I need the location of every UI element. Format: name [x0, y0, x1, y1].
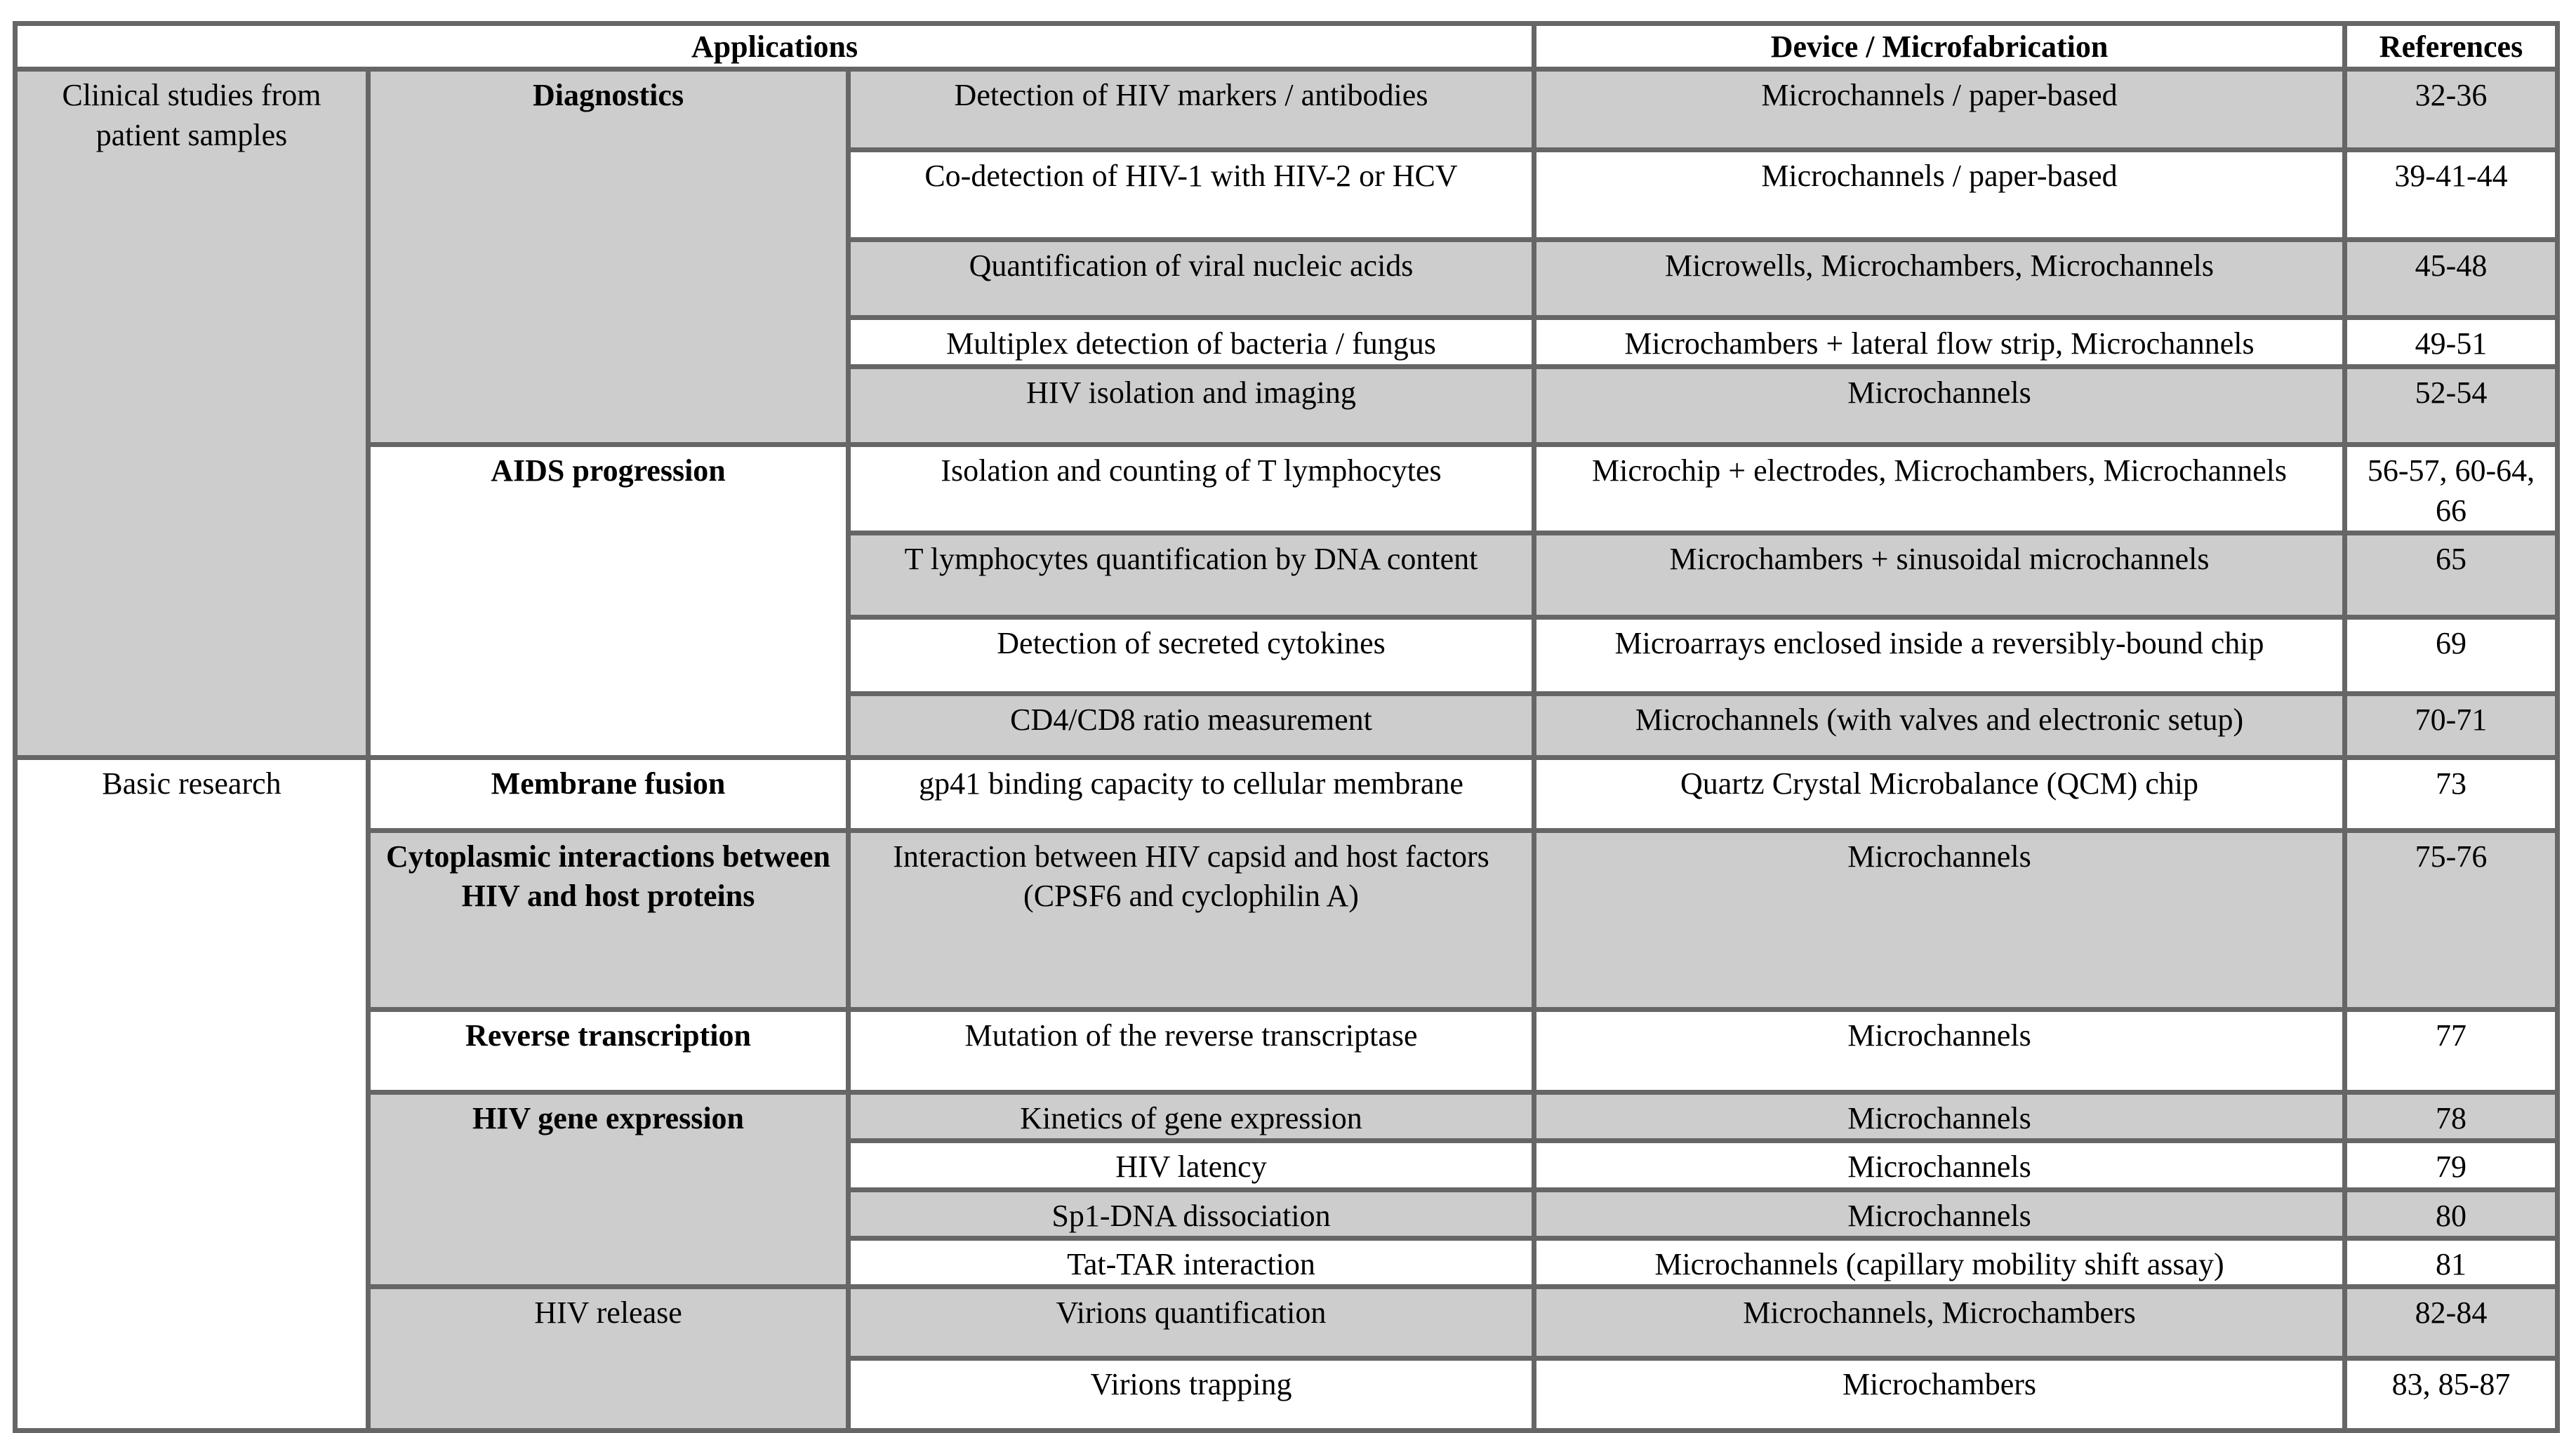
application-cell: gp41 binding capacity to cellular membra… — [846, 754, 1536, 833]
references-cell: 79 — [2342, 1138, 2560, 1192]
application-cell: HIV isolation and imaging — [846, 364, 1536, 448]
device-cell: Microchannels — [1532, 1089, 2347, 1144]
references-cell: 82-84 — [2342, 1284, 2560, 1361]
table-row: HIV latency Microchannels 79 — [15, 1138, 2560, 1192]
device-cell: Microchannels (capillary mobility shift … — [1532, 1235, 2347, 1290]
category-diagnostics: Diagnostics — [366, 67, 851, 448]
header-applications: Applications — [13, 20, 1536, 72]
device-cell: Microchannels — [1532, 1187, 2347, 1241]
device-cell: Microchannels, Microchambers — [1532, 1284, 2347, 1361]
applications-table: Applications Device / Microfabrication R… — [13, 20, 2560, 1433]
table-row: CD4/CD8 ratio measurement Microchannels … — [15, 691, 2560, 760]
table-row: Tat-TAR interaction Microchannels (capil… — [15, 1235, 2560, 1290]
table-row: Quantification of viral nucleic acids Mi… — [15, 237, 2560, 321]
table-row: Virions trapping Microchambers 83, 85-87 — [15, 1356, 2560, 1433]
device-cell: Microchambers — [1532, 1356, 2347, 1433]
references-cell: 83, 85-87 — [2342, 1356, 2560, 1433]
table-row: AIDS progression Isolation and counting … — [15, 442, 2560, 760]
application-cell: Tat-TAR interaction — [846, 1235, 1536, 1290]
group-clinical-studies: Clinical studies from patient samples — [13, 67, 371, 760]
application-cell: Quantification of viral nucleic acids — [846, 237, 1536, 321]
category-cytoplasmic-interactions: Cytoplasmic interactions between HIV and… — [366, 827, 851, 1012]
application-cell: Co-detection of HIV-1 with HIV-2 or HCV — [846, 147, 1536, 243]
device-cell: Microchannels — [1532, 1006, 2347, 1095]
category-aids-progression: AIDS progression — [366, 442, 851, 760]
application-cell: Virions quantification — [846, 1284, 1536, 1361]
table-row: Basic research Membrane fusion gp41 bind… — [13, 754, 2560, 1433]
table-row: HIV isolation and imaging Microchannels … — [15, 364, 2560, 448]
table-row: Reverse transcription Mutation of the re… — [15, 1006, 2560, 1095]
application-cell: Detection of HIV markers / antibodies — [846, 67, 1536, 153]
references-cell: 81 — [2342, 1235, 2560, 1290]
table-row: Co-detection of HIV-1 with HIV-2 or HCV … — [15, 147, 2560, 243]
references-cell: 78 — [2342, 1089, 2560, 1144]
references-cell: 32-36 — [2342, 67, 2560, 153]
application-cell: Kinetics of gene expression — [846, 1089, 1536, 1144]
references-cell: 56-57, 60-64, 66 — [2342, 442, 2560, 535]
device-cell: Microchannels (with valves and electroni… — [1532, 691, 2347, 760]
application-cell: Detection of secreted cytokines — [846, 614, 1536, 696]
device-cell: Microchannels — [1532, 827, 2347, 1012]
application-cell: Mutation of the reverse transcriptase — [846, 1006, 1536, 1095]
header-references: References — [2342, 20, 2560, 72]
category-membrane-fusion: Membrane fusion — [366, 754, 851, 833]
references-cell: 45-48 — [2342, 237, 2560, 321]
application-cell: Virions trapping — [846, 1356, 1536, 1433]
references-cell: 77 — [2342, 1006, 2560, 1095]
category-hiv-gene-expression: HIV gene expression — [366, 1089, 851, 1290]
table-row: T lymphocytes quantification by DNA cont… — [15, 530, 2560, 620]
device-cell: Microarrays enclosed inside a reversibly… — [1532, 614, 2347, 696]
device-cell: Microchip + electrodes, Microchambers, M… — [1532, 442, 2347, 535]
device-cell: Microwells, Microchambers, Microchannels — [1532, 237, 2347, 321]
table-row: Multiplex detection of bacteria / fungus… — [15, 315, 2560, 370]
group-basic-research: Basic research — [13, 754, 371, 1433]
application-cell: Multiplex detection of bacteria / fungus — [846, 315, 1536, 370]
header-device-microfabrication: Device / Microfabrication — [1532, 20, 2347, 72]
references-cell: 75-76 — [2342, 827, 2560, 1012]
table-row: HIV gene expression Kinetics of gene exp… — [15, 1089, 2560, 1290]
application-cell: Sp1-DNA dissociation — [846, 1187, 1536, 1241]
device-cell: Microchambers + lateral flow strip, Micr… — [1532, 315, 2347, 370]
application-cell: HIV latency — [846, 1138, 1536, 1192]
table-row: Clinical studies from patient samples Di… — [13, 67, 2560, 760]
category-reverse-transcription: Reverse transcription — [366, 1006, 851, 1095]
references-cell: 69 — [2342, 614, 2560, 696]
table-row: HIV release Virions quantification Micro… — [15, 1284, 2560, 1433]
application-cell: Interaction between HIV capsid and host … — [846, 827, 1536, 1012]
device-cell: Microchannels — [1532, 1138, 2347, 1192]
device-cell: Quartz Crystal Microbalance (QCM) chip — [1532, 754, 2347, 833]
application-cell: T lymphocytes quantification by DNA cont… — [846, 530, 1536, 620]
application-cell: CD4/CD8 ratio measurement — [846, 691, 1536, 760]
application-cell: Isolation and counting of T lymphocytes — [846, 442, 1536, 535]
references-cell: 70-71 — [2342, 691, 2560, 760]
references-cell: 39-41-44 — [2342, 147, 2560, 243]
category-hiv-release: HIV release — [366, 1284, 851, 1433]
references-cell: 52-54 — [2342, 364, 2560, 448]
device-cell: Microchannels / paper-based — [1532, 147, 2347, 243]
device-cell: Microchannels / paper-based — [1532, 67, 2347, 153]
table-row: Detection of secreted cytokines Microarr… — [15, 614, 2560, 696]
device-cell: Microchannels — [1532, 364, 2347, 448]
references-cell: 49-51 — [2342, 315, 2560, 370]
references-cell: 80 — [2342, 1187, 2560, 1241]
references-cell: 73 — [2342, 754, 2560, 833]
header-row: Applications Device / Microfabrication R… — [13, 20, 2560, 72]
table-row: Cytoplasmic interactions between HIV and… — [15, 827, 2560, 1012]
device-cell: Microchambers + sinusoidal microchannels — [1532, 530, 2347, 620]
table-row: Sp1-DNA dissociation Microchannels 80 — [15, 1187, 2560, 1241]
references-cell: 65 — [2342, 530, 2560, 620]
